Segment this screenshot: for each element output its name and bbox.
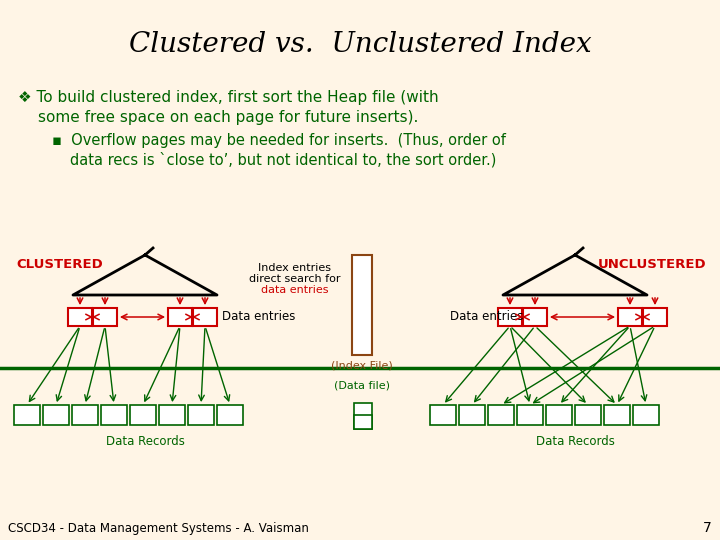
Bar — [354, 415, 372, 429]
Bar — [354, 403, 372, 429]
Bar — [159, 405, 185, 425]
Text: data entries: data entries — [261, 285, 329, 295]
Text: (Index File): (Index File) — [331, 360, 393, 370]
Bar — [168, 308, 192, 326]
Bar — [43, 405, 69, 425]
Text: Index entries: Index entries — [258, 263, 331, 273]
Text: CSCD34 - Data Management Systems - A. Vaisman: CSCD34 - Data Management Systems - A. Va… — [8, 522, 309, 535]
Bar — [517, 405, 543, 425]
Text: Clustered vs.  Unclustered Index: Clustered vs. Unclustered Index — [129, 31, 591, 58]
Bar — [498, 308, 522, 326]
Bar — [459, 405, 485, 425]
Bar — [523, 308, 547, 326]
Text: ▪  Overflow pages may be needed for inserts.  (Thus, order of: ▪ Overflow pages may be needed for inser… — [52, 133, 506, 148]
Bar — [633, 405, 659, 425]
Bar — [130, 405, 156, 425]
Bar — [643, 308, 667, 326]
Bar — [352, 255, 372, 355]
Text: data recs is `close to’, but not identical to, the sort order.): data recs is `close to’, but not identic… — [70, 152, 496, 167]
Text: Data entries: Data entries — [450, 310, 523, 323]
Bar — [488, 405, 514, 425]
Bar — [14, 405, 40, 425]
Text: some free space on each page for future inserts).: some free space on each page for future … — [38, 110, 418, 125]
Bar — [430, 405, 456, 425]
Text: Data entries: Data entries — [222, 310, 295, 323]
Text: UNCLUSTERED: UNCLUSTERED — [598, 259, 706, 272]
Bar — [217, 405, 243, 425]
Bar — [68, 308, 92, 326]
Bar — [101, 405, 127, 425]
Text: (Data file): (Data file) — [334, 380, 390, 390]
Bar — [188, 405, 214, 425]
Bar — [546, 405, 572, 425]
Bar — [93, 308, 117, 326]
Text: CLUSTERED: CLUSTERED — [16, 259, 103, 272]
Text: direct search for: direct search for — [249, 274, 341, 284]
Bar — [193, 308, 217, 326]
Text: Data Records: Data Records — [106, 435, 184, 448]
Text: Data Records: Data Records — [536, 435, 614, 448]
Bar — [575, 405, 601, 425]
Bar — [618, 308, 642, 326]
Bar — [72, 405, 98, 425]
Bar — [604, 405, 630, 425]
Text: ❖ To build clustered index, first sort the Heap file (with: ❖ To build clustered index, first sort t… — [18, 90, 438, 105]
Text: 7: 7 — [703, 521, 712, 535]
